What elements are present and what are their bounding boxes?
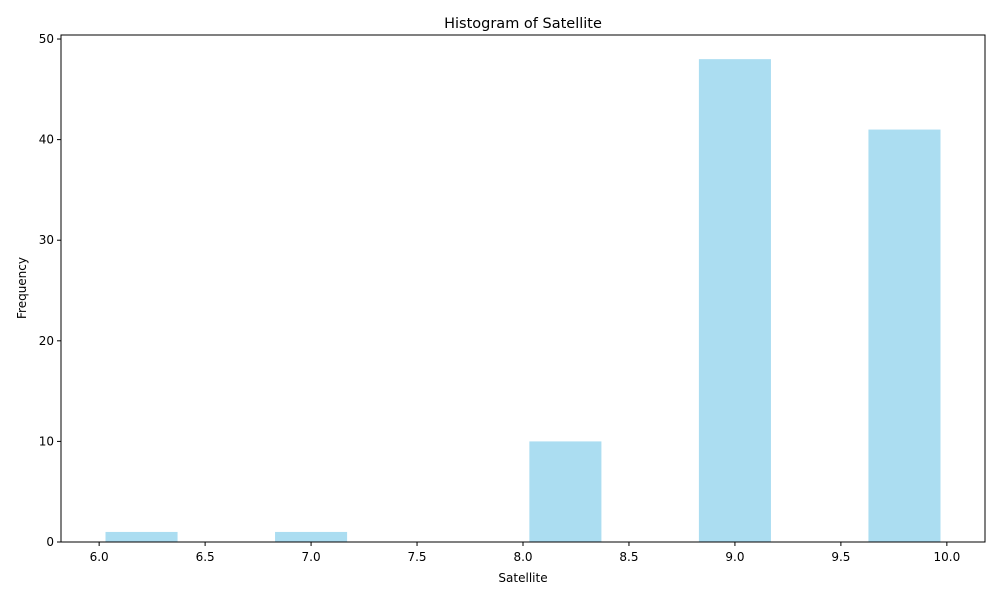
y-axis-label: Frequency: [15, 257, 29, 319]
x-tick-label: 6.0: [90, 550, 109, 564]
chart-title: Histogram of Satellite: [444, 16, 602, 32]
histogram-bar: [868, 129, 941, 543]
x-tick-label: 8.0: [513, 550, 532, 564]
x-tick-label: 10.0: [933, 550, 960, 564]
bars-group: [105, 59, 941, 543]
y-tick-label: 0: [46, 535, 54, 549]
x-axis-ticks: 6.0 6.5 7.0 7.5 8.0 8.5 9.0 9.5 10.0: [90, 542, 960, 564]
x-tick-label: 7.5: [407, 550, 426, 564]
x-tick-label: 6.5: [196, 550, 215, 564]
y-tick-label: 40: [39, 133, 54, 147]
histogram-bar: [105, 531, 178, 542]
x-tick-label: 9.5: [831, 550, 850, 564]
histogram-bar: [529, 441, 602, 542]
y-tick-label: 10: [39, 434, 54, 448]
y-tick-label: 50: [39, 32, 54, 46]
x-tick-label: 9.0: [725, 550, 744, 564]
y-tick-label: 30: [39, 233, 54, 247]
y-axis-ticks: 0 10 20 30 40 50: [39, 32, 61, 549]
plot-frame: [60, 34, 986, 543]
histogram-bar: [275, 531, 348, 542]
x-tick-label: 7.0: [302, 550, 321, 564]
x-axis-label: Satellite: [498, 571, 547, 585]
x-tick-label: 8.5: [619, 550, 638, 564]
histogram-bar: [698, 59, 771, 543]
y-tick-label: 20: [39, 334, 54, 348]
